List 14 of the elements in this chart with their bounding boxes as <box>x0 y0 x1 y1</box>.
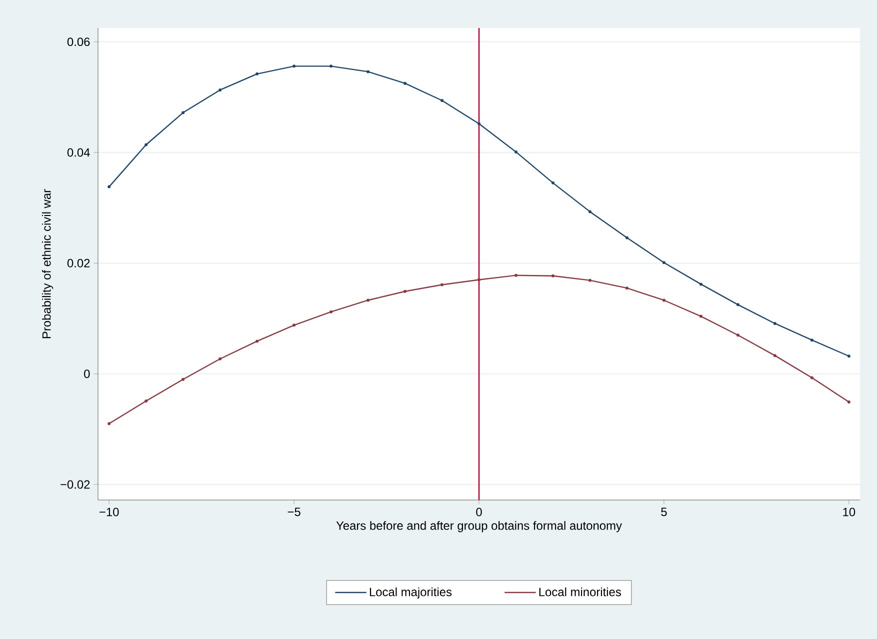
legend-label: Local minorities <box>539 587 621 596</box>
x-tick-label: −10 <box>100 508 119 516</box>
x-axis-title: Years before and after group obtains formal autonomy <box>336 521 622 532</box>
y-tick-label: 0.04 <box>67 148 90 157</box>
y-tick-label: 0.06 <box>67 38 90 46</box>
y-tick-label: 0 <box>84 370 90 378</box>
y-tick-label: −0.02 <box>60 480 90 489</box>
legend-label: Local majorities <box>370 587 452 599</box>
y-axis-title: Probability of ethnic civil war <box>42 189 54 338</box>
x-tick-label: 5 <box>661 508 667 516</box>
x-tick-label: 10 <box>843 508 856 516</box>
x-tick-label: 0 <box>476 508 482 516</box>
x-tick-label: −5 <box>288 508 300 516</box>
y-tick-label: 0.02 <box>67 258 90 268</box>
